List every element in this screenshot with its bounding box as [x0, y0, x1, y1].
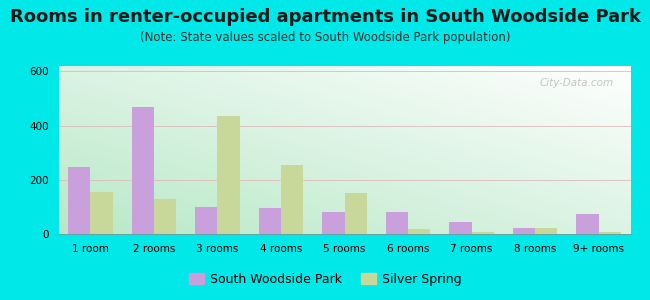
Bar — [386, 212, 408, 234]
Bar — [90, 192, 112, 234]
Text: City-Data.com: City-Data.com — [540, 78, 614, 88]
Bar — [344, 194, 367, 234]
Legend: South Woodside Park, Silver Spring: South Woodside Park, Silver Spring — [183, 268, 467, 291]
Bar — [577, 214, 599, 234]
Bar — [535, 228, 558, 234]
Bar — [281, 165, 303, 234]
Text: (Note: State values scaled to South Woodside Park population): (Note: State values scaled to South Wood… — [140, 32, 510, 44]
Bar — [322, 212, 344, 234]
Bar — [68, 167, 90, 234]
Bar — [449, 222, 472, 234]
Bar — [599, 232, 621, 234]
Bar — [408, 229, 430, 234]
Bar — [195, 207, 217, 234]
Text: Rooms in renter-occupied apartments in South Woodside Park: Rooms in renter-occupied apartments in S… — [10, 8, 640, 26]
Bar — [259, 208, 281, 234]
Bar — [154, 199, 176, 234]
Bar — [217, 116, 240, 234]
Bar — [472, 232, 494, 234]
Bar — [131, 107, 154, 234]
Bar — [513, 228, 535, 234]
